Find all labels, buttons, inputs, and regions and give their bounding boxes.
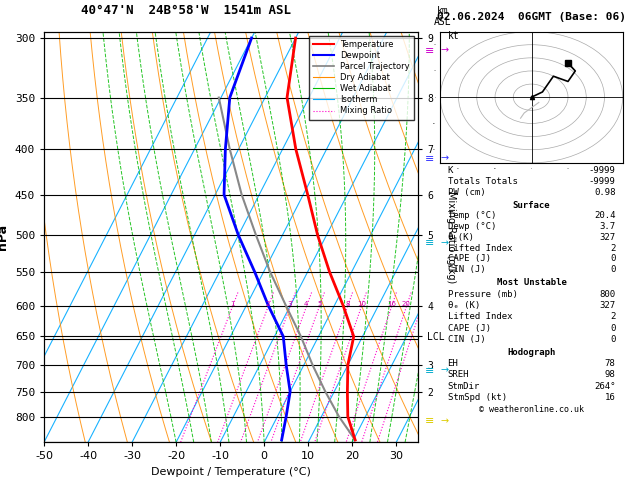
Text: CAPE (J): CAPE (J) [448,255,491,263]
Text: 40°47'N  24B°58'W  1541m ASL: 40°47'N 24B°58'W 1541m ASL [81,4,291,17]
Text: 1: 1 [230,301,235,307]
Y-axis label: hPa: hPa [0,224,9,250]
Text: kt: kt [448,32,459,41]
Text: K: K [448,166,453,175]
Text: 0.98: 0.98 [594,188,615,197]
Text: Totals Totals: Totals Totals [448,177,518,186]
Text: 264°: 264° [594,382,615,391]
Text: 10: 10 [357,301,366,307]
Text: 2: 2 [266,301,270,307]
Text: ≡: ≡ [425,238,434,248]
Text: Pressure (mb): Pressure (mb) [448,290,518,298]
Text: ≡: ≡ [425,365,434,376]
Text: 327: 327 [599,233,615,242]
Text: Most Unstable: Most Unstable [496,278,567,287]
Text: →: → [440,154,448,164]
Text: 20.4: 20.4 [594,211,615,220]
Text: CAPE (J): CAPE (J) [448,324,491,332]
Text: Surface: Surface [513,201,550,209]
Text: 327: 327 [599,301,615,310]
Text: →: → [440,365,448,376]
Text: 800: 800 [599,290,615,298]
Text: -9999: -9999 [589,177,615,186]
Text: Hodograph: Hodograph [508,348,555,357]
Text: 3: 3 [288,301,292,307]
Text: 0: 0 [610,324,615,332]
Text: 2: 2 [610,243,615,253]
Text: →: → [440,46,448,56]
Text: StmSpd (kt): StmSpd (kt) [448,393,507,402]
Text: © weatheronline.co.uk: © weatheronline.co.uk [479,405,584,415]
Text: StmDir: StmDir [448,382,480,391]
Text: 2: 2 [610,312,615,321]
Text: 20: 20 [402,301,411,307]
Text: CIN (J): CIN (J) [448,335,485,344]
Text: 16: 16 [387,301,396,307]
Text: Temp (°C): Temp (°C) [448,211,496,220]
Text: 8: 8 [345,301,350,307]
Text: 3.7: 3.7 [599,222,615,231]
Text: θₑ (K): θₑ (K) [448,301,480,310]
Text: EH: EH [448,359,459,368]
X-axis label: Dewpoint / Temperature (°C): Dewpoint / Temperature (°C) [151,467,311,477]
Text: Lifted Index: Lifted Index [448,312,512,321]
Text: Lifted Index: Lifted Index [448,243,512,253]
Text: Dewp (°C): Dewp (°C) [448,222,496,231]
Text: ≡: ≡ [425,46,434,56]
Text: km
ASL: km ASL [434,6,452,28]
Y-axis label: Mixing Ratio (g/kg): Mixing Ratio (g/kg) [446,191,456,283]
Text: 16: 16 [604,393,615,402]
Text: CIN (J): CIN (J) [448,265,485,274]
Text: →: → [440,238,448,248]
Text: 78: 78 [604,359,615,368]
Text: 0: 0 [610,265,615,274]
Text: ≡: ≡ [425,417,434,426]
Text: 5: 5 [317,301,321,307]
Text: θₑ(K): θₑ(K) [448,233,474,242]
Legend: Temperature, Dewpoint, Parcel Trajectory, Dry Adiabat, Wet Adiabat, Isotherm, Mi: Temperature, Dewpoint, Parcel Trajectory… [309,36,414,120]
Text: PW (cm): PW (cm) [448,188,485,197]
Text: 0: 0 [610,335,615,344]
Text: SREH: SREH [448,370,469,380]
Text: →: → [440,417,448,426]
Text: 98: 98 [604,370,615,380]
Text: ≡: ≡ [425,154,434,164]
Text: 4: 4 [304,301,308,307]
Text: -9999: -9999 [589,166,615,175]
Text: 0: 0 [610,255,615,263]
Text: 02.06.2024  06GMT (Base: 06): 02.06.2024 06GMT (Base: 06) [437,12,626,22]
